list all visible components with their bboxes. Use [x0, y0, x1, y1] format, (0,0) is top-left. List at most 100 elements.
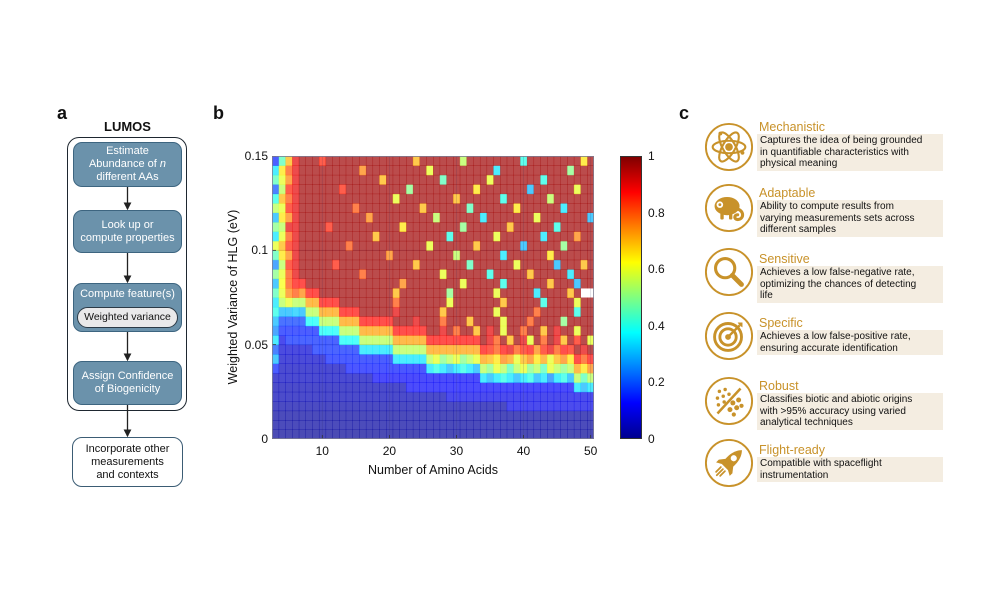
- heatmap-cell: [272, 325, 280, 336]
- heatmap-cell: [479, 184, 488, 195]
- heatmap-cell: [446, 203, 454, 213]
- heatmap-cell: [433, 306, 441, 317]
- heatmap-cell: [540, 269, 548, 280]
- heatmap-cell: [325, 193, 333, 204]
- heatmap-cell: [560, 420, 568, 430]
- heatmap-cell: [473, 363, 481, 374]
- heatmap-cell: [567, 269, 575, 280]
- heatmap-cell: [412, 306, 420, 317]
- heatmap-cell: [292, 193, 300, 204]
- heatmap-cell: [332, 240, 340, 251]
- heatmap-cell: [352, 288, 360, 298]
- heatmap-cell: [506, 316, 514, 327]
- heatmap-cell: [473, 382, 481, 393]
- heatmap-cell: [580, 193, 588, 204]
- variable-n: n: [159, 158, 167, 170]
- heatmap-cell: [580, 335, 588, 346]
- heatmap-cell: [486, 372, 494, 383]
- heatmap-cell: [285, 259, 293, 270]
- heatmap-cell: [412, 203, 420, 213]
- heatmap-cell: [352, 212, 360, 223]
- heatmap-cell: [339, 401, 347, 412]
- heatmap-cell: [520, 250, 528, 261]
- heatmap-cell: [419, 354, 427, 364]
- heatmap-cell: [325, 278, 333, 289]
- heatmap-cell: [540, 316, 548, 327]
- heatmap-cell: [365, 184, 374, 195]
- heatmap-cell: [359, 278, 367, 289]
- heatmap-cell: [292, 184, 300, 195]
- heatmap-cell: [332, 391, 340, 402]
- heatmap-cell: [292, 316, 300, 327]
- heatmap-cell: [547, 372, 555, 383]
- heatmap-cell: [285, 184, 293, 195]
- heatmap-cell: [479, 278, 488, 289]
- heatmap-cell: [479, 363, 488, 374]
- heatmap-cell: [426, 222, 434, 232]
- heatmap-cell: [466, 391, 474, 402]
- heatmap-cell: [386, 429, 394, 439]
- heatmap-cell: [466, 354, 474, 364]
- heatmap-cell: [379, 269, 387, 280]
- heatmap-cell: [493, 316, 501, 327]
- heatmap-cell: [285, 222, 293, 232]
- heatmap-cell: [493, 382, 501, 393]
- heatmap-cell: [453, 193, 461, 204]
- heatmap-cell: [412, 231, 420, 242]
- heatmap-cell: [473, 269, 481, 280]
- heatmap-cell: [500, 306, 508, 317]
- heatmap-cell: [332, 335, 340, 346]
- heatmap-cell: [298, 344, 306, 355]
- heatmap-cell: [553, 184, 561, 195]
- description-line: Classifies biotic and abiotic origins: [760, 394, 913, 405]
- heatmap-cell: [272, 344, 280, 355]
- heatmap-cell: [312, 382, 320, 393]
- heatmap-cell: [547, 259, 555, 270]
- heatmap-cell: [318, 306, 327, 317]
- heatmap-cell: [439, 250, 447, 261]
- y-tick-label: 0.05: [244, 337, 268, 352]
- heatmap-cell: [466, 184, 474, 195]
- heatmap-cell: [412, 156, 420, 166]
- heatmap-cell: [359, 410, 367, 421]
- heatmap-cell: [298, 165, 306, 176]
- heatmap-cell: [419, 203, 427, 213]
- heatmap-cell: [553, 174, 561, 185]
- heatmap-cell: [372, 250, 380, 261]
- heatmap-cell: [459, 288, 467, 298]
- heatmap-cell: [567, 278, 575, 289]
- heatmap-cell: [526, 382, 535, 393]
- heatmap-cell: [446, 278, 454, 289]
- heatmap-cell: [325, 259, 333, 270]
- heatmap-cell: [379, 297, 387, 308]
- heatmap-cell: [479, 344, 488, 355]
- heatmap-cell: [540, 325, 548, 336]
- heatmap-cell: [365, 193, 374, 204]
- heatmap-cell: [567, 165, 575, 176]
- heatmap-cell: [486, 401, 494, 412]
- heatmap-cell: [305, 231, 313, 242]
- heatmap-cell: [506, 240, 514, 251]
- heatmap-cell: [332, 410, 340, 421]
- heatmap-cell: [419, 156, 427, 166]
- heatmap-cell: [547, 231, 555, 242]
- heatmap-cell: [325, 335, 333, 346]
- heatmap-cell: [493, 401, 501, 412]
- heatmap-cell: [493, 203, 501, 213]
- heatmap-cell: [560, 203, 568, 213]
- heatmap-cell: [573, 156, 581, 166]
- heatmap-cell: [459, 222, 467, 232]
- heatmap-cell: [573, 354, 581, 364]
- heatmap-cell: [399, 278, 407, 289]
- heatmap-cell: [446, 420, 454, 430]
- heatmap-cell: [332, 174, 340, 185]
- heatmap-cell: [526, 297, 535, 308]
- heatmap-cell: [547, 156, 555, 166]
- heatmap-cell: [332, 354, 340, 364]
- heatmap-cell: [298, 222, 306, 232]
- heatmap-cell: [500, 288, 508, 298]
- heatmap-cell: [339, 297, 347, 308]
- heatmap-cell: [580, 354, 588, 364]
- heatmap-cell: [318, 363, 327, 374]
- heatmap-cell: [372, 410, 380, 421]
